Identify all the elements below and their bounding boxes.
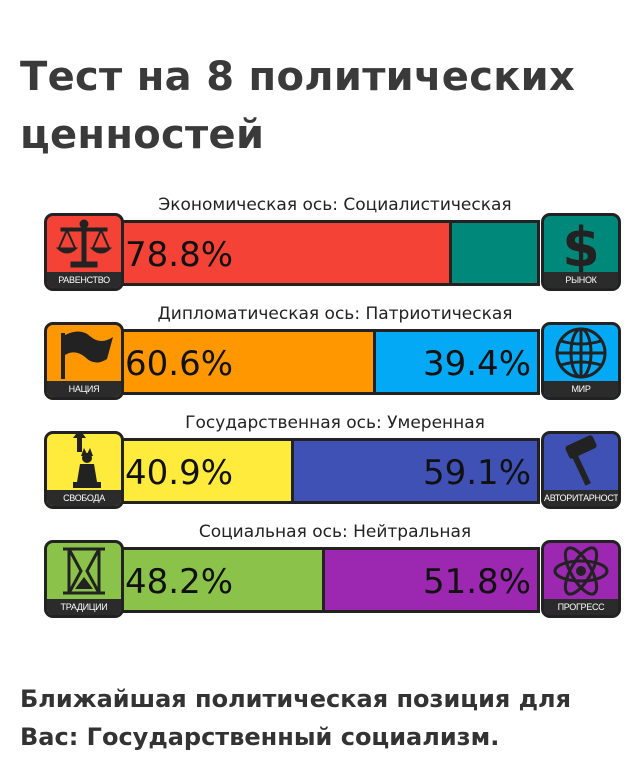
globe-icon: МИР bbox=[541, 322, 621, 400]
gavel-icon: АВТОРИТАРНОСТЬ bbox=[541, 431, 621, 509]
axis-bar: 40.9% 59.1% bbox=[118, 438, 540, 504]
icon-caption: РАВЕНСТВО bbox=[47, 272, 121, 288]
bar-segment-right bbox=[322, 550, 537, 610]
svg-text:$: $ bbox=[562, 216, 600, 272]
percent-label-left: 48.2% bbox=[125, 562, 234, 602]
atom-icon: ПРОГРЕСС bbox=[541, 540, 621, 618]
axis-bar: 78.8% bbox=[118, 220, 540, 286]
hourglass-icon: ТРАДИЦИИ bbox=[44, 540, 124, 618]
liberty-statue-icon: СВОБОДА bbox=[44, 431, 124, 509]
percent-label-right: 59.1% bbox=[422, 453, 531, 493]
icon-caption: НАЦИЯ bbox=[47, 381, 121, 397]
scales-icon: РАВЕНСТВО bbox=[44, 213, 124, 291]
axis-label: Государственная ось: Умеренная bbox=[185, 413, 485, 433]
icon-caption: ПРОГРЕСС bbox=[544, 599, 618, 615]
bar-segment-right bbox=[291, 441, 537, 501]
axis-label: Экономическая ось: Социалистическая bbox=[158, 195, 512, 215]
axis-label: Социальная ось: Нейтральная bbox=[198, 522, 472, 542]
axis-row: Социальная ось: Нейтральная 48.2% 51.8% ТРА… bbox=[44, 522, 626, 622]
icon-caption: МИР bbox=[544, 381, 618, 397]
percent-label-left: 78.8% bbox=[125, 235, 234, 275]
axis-bar: 48.2% 51.8% bbox=[118, 547, 540, 613]
result-text: Ближайшая политическая позиция для Вас: … bbox=[20, 685, 572, 751]
axis-row: Государственная ось: Умеренная 40.9% 59.1%… bbox=[44, 413, 626, 513]
axis-label: Дипломатическая ось: Патриотическая bbox=[157, 304, 513, 324]
bar-segment-right bbox=[373, 332, 537, 392]
axis-row: Дипломатическая ось: Патриотическая 60.6%… bbox=[44, 304, 626, 404]
percent-label-right: 51.8% bbox=[422, 562, 531, 602]
bar-segment-right bbox=[449, 223, 537, 283]
icon-caption: ТРАДИЦИИ bbox=[47, 599, 121, 615]
flag-icon: НАЦИЯ bbox=[44, 322, 124, 400]
percent-label-left: 60.6% bbox=[125, 344, 234, 384]
icon-caption: СВОБОДА bbox=[47, 490, 121, 506]
percent-label-right: 39.4% bbox=[422, 344, 531, 384]
bar-segment-left bbox=[121, 223, 449, 283]
bar-segment-left bbox=[121, 550, 322, 610]
page-title: Тест на 8 политических ценностей bbox=[20, 54, 576, 158]
bar-segment-left bbox=[121, 332, 373, 392]
dollar-icon: $ РЫНОК bbox=[541, 213, 621, 291]
axis-bar: 60.6% 39.4% bbox=[118, 329, 540, 395]
percent-label-left: 40.9% bbox=[125, 453, 234, 493]
icon-caption: РЫНОК bbox=[544, 272, 618, 288]
axis-row: Экономическая ось: Социалистическая 78.8%… bbox=[44, 195, 626, 295]
bar-segment-left bbox=[121, 441, 291, 501]
icon-caption: АВТОРИТАРНОСТЬ bbox=[544, 490, 618, 506]
